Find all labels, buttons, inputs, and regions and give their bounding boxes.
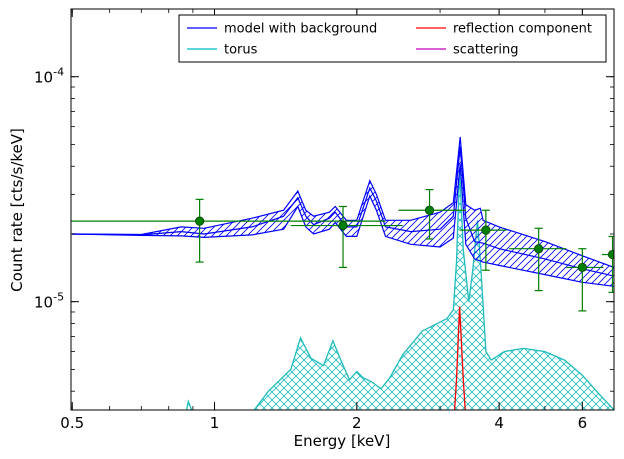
- legend-entry: torus: [187, 43, 258, 58]
- x-tick-label: 0.5: [60, 414, 84, 432]
- x-tick-label: 2: [352, 414, 362, 432]
- series-model-with-background: [72, 146, 614, 277]
- legend-entry: reflection component: [416, 22, 592, 37]
- series-reflection-component: [453, 306, 466, 410]
- legend-entry: scattering: [416, 43, 519, 58]
- legend-box: [178, 14, 607, 63]
- data-point: [290, 205, 403, 269]
- model-upper-line: [72, 136, 614, 268]
- data-marker: [534, 244, 544, 254]
- x-tick-label: 6: [578, 414, 588, 432]
- data-point: [71, 198, 386, 263]
- data-marker: [195, 216, 205, 226]
- data-point: [459, 209, 507, 271]
- legend-label: model with background: [224, 22, 377, 37]
- legend-entry: model with background: [187, 22, 377, 37]
- data-point: [509, 227, 567, 292]
- y-tick-label: 10-4: [34, 66, 64, 87]
- series-torus: [185, 168, 614, 410]
- data-marker: [481, 225, 491, 235]
- x-tick-label: 4: [494, 414, 504, 432]
- legend-label: scattering: [453, 43, 519, 58]
- y-tick-label: 10-5: [34, 291, 64, 312]
- data-marker: [338, 220, 348, 231]
- x-axis-label: Energy [keV]: [294, 432, 391, 450]
- model-band-fill: [72, 136, 614, 287]
- data-marker: [577, 262, 587, 273]
- axes: 0.5 1 2 4 6 10-5 10-4: [34, 8, 615, 432]
- model-lower-line: [72, 163, 614, 287]
- legend-label: torus: [224, 43, 258, 58]
- data-marker: [607, 249, 614, 260]
- data-point: [601, 235, 614, 293]
- y-axis-label: Count rate [cts/s/keV]: [8, 128, 26, 292]
- x-tick-label: 1: [210, 414, 220, 432]
- torus-fill: [186, 168, 614, 410]
- plot-area: [71, 136, 614, 410]
- data-point: [398, 188, 466, 240]
- data-marker: [424, 205, 435, 215]
- legend-label: reflection component: [453, 22, 592, 37]
- legend: model with background torus reflection com…: [178, 14, 607, 63]
- plot-frame: [70, 8, 615, 411]
- data-point: [566, 248, 604, 312]
